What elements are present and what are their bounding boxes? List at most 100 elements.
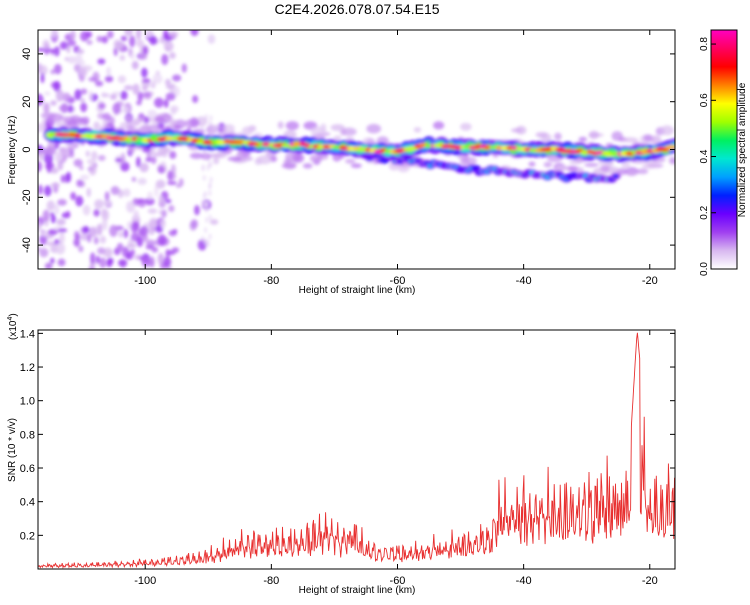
y-tick-label: 1.4 (20, 328, 35, 340)
heatmap-haze-cell (213, 157, 220, 165)
heatmap-noise-cell (80, 88, 88, 95)
heatmap-noise-cell (175, 183, 182, 188)
x-tick-label: -80 (263, 575, 279, 587)
x-tick-label: -60 (390, 275, 406, 287)
heatmap-noise-cell (93, 236, 99, 245)
heatmap-noise-cell (148, 217, 159, 229)
heatmap-noise-cell (87, 233, 92, 243)
colorbar-ticks: 0.0 0.2 0.4 0.6 0.8 (699, 37, 716, 276)
heatmap-haze-cell (366, 123, 382, 134)
heatmap-haze-cell (643, 134, 653, 142)
heatmap-noise-cell (143, 116, 150, 124)
heatmap-noise-cell (82, 204, 91, 216)
heatmap-noise-cell (141, 86, 148, 91)
heatmap-noise-cell (79, 165, 84, 171)
heatmap-noise-cell (139, 225, 149, 237)
heatmap-noise-cell (157, 165, 165, 174)
heatmap-haze-cell (350, 163, 362, 169)
heatmap-noise-cell (165, 198, 172, 204)
heatmap-haze-cell (309, 154, 323, 163)
snr-scale-base: (x10 (8, 320, 19, 340)
heatmap-haze-cell (302, 163, 313, 169)
heatmap-noise-cell (142, 91, 152, 98)
heatmap-noise-cell (114, 41, 124, 49)
heatmap-noise-cell (75, 195, 84, 207)
heatmap-noise-cell (131, 60, 139, 70)
heatmap-noise-cell (145, 239, 156, 247)
heatmap-haze-cell (345, 158, 356, 164)
x-tick-label: -60 (390, 575, 406, 587)
heatmap-haze-cell (621, 161, 631, 170)
heatmap-noise-cell (82, 226, 90, 234)
heatmap-noise-cell (38, 184, 43, 195)
heatmap-noise-cell (123, 106, 129, 114)
colorbar-gradient (710, 29, 738, 270)
heatmap-noise-cell (155, 70, 160, 76)
heatmap-branch-cell (612, 174, 619, 179)
heatmap-noise-cell (78, 65, 88, 77)
heatmap-haze-cell (139, 125, 150, 132)
heatmap-noise-cell (141, 78, 151, 83)
heatmap-haze-cell (256, 155, 272, 165)
heatmap-haze-cell (93, 121, 100, 130)
x-tick-label: -100 (134, 575, 156, 587)
heatmap-noise-cell (76, 48, 85, 55)
heatmap-noise-cell (121, 246, 130, 258)
heatmap-noise-cell (144, 30, 154, 38)
heatmap-haze-cell (277, 121, 284, 129)
heatmap-noise-cell (194, 204, 200, 216)
heatmap-haze-cell (285, 152, 297, 162)
heatmap-haze-cell (60, 148, 71, 157)
heatmap-haze-cell (47, 140, 57, 150)
heatmap-noise-cell (161, 209, 167, 218)
heatmap-noise-cell (135, 156, 141, 168)
heatmap-haze-cell (600, 165, 610, 172)
heatmap-noise-cell (129, 35, 136, 48)
heatmap-noise-cell (126, 200, 136, 213)
heatmap-haze-cell (153, 152, 164, 157)
heatmap-noise-cell (160, 219, 166, 229)
heatmap-haze-cell (611, 131, 623, 142)
heatmap-haze-cell (81, 116, 90, 124)
heatmap-haze-cell (222, 124, 235, 133)
heatmap-haze-cell (555, 165, 570, 171)
heatmap-haze-cell (157, 146, 172, 154)
heatmap-noise-cell (106, 66, 111, 77)
x-tick-label: -20 (642, 575, 658, 587)
heatmap-noise-cell (154, 185, 159, 198)
heatmap-haze-cell (212, 152, 227, 159)
heatmap-noise-cell (163, 256, 172, 268)
heatmap-noise-cell (157, 253, 165, 265)
heatmap-noise-cell (70, 30, 76, 41)
heatmap-noise-cell (123, 228, 129, 239)
heatmap-noise-cell (44, 262, 53, 269)
heatmap-noise-cell (123, 85, 134, 91)
heatmap-haze-cell (133, 117, 146, 123)
heatmap-noise-cell (120, 35, 128, 42)
heatmap-noise-cell (38, 62, 42, 74)
heatmap-noise-cell (76, 179, 84, 188)
heatmap-noise-cell (97, 223, 103, 236)
heatmap-haze-cell (147, 124, 161, 134)
heatmap-noise-cell (202, 192, 206, 199)
heatmap-noise-cell (106, 259, 113, 268)
y-tick-label: 1.2 (20, 362, 35, 374)
heatmap-noise-cell (137, 177, 147, 185)
heatmap-noise-cell (205, 206, 209, 213)
heatmap-noise-cell (167, 170, 173, 181)
heatmap-noise-cell (133, 210, 140, 220)
heatmap-ridge-core (665, 144, 675, 150)
heatmap-haze-cell (567, 166, 579, 172)
heatmap-noise-cell (50, 100, 57, 106)
heatmap-haze-cell (189, 117, 199, 128)
heatmap-noise-cell (73, 158, 83, 167)
heatmap-noise-cell (208, 233, 212, 240)
heatmap-noise-cell (50, 182, 61, 188)
heatmap-noise-cell (38, 47, 45, 52)
heatmap-noise-cell (147, 208, 158, 214)
heatmap-noise-cell (80, 97, 85, 103)
heatmap-noise-cell (86, 39, 93, 45)
heatmap-noise-cell (118, 231, 124, 238)
heatmap-noise-cell (91, 150, 98, 161)
